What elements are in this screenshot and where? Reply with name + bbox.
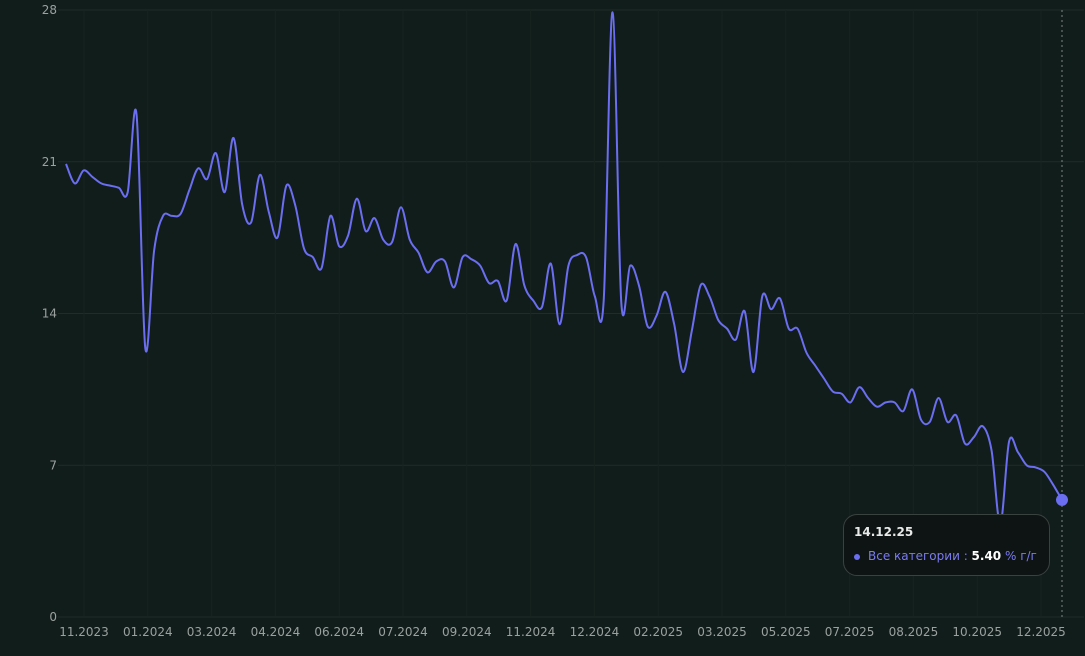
y-tick-label: 0 bbox=[49, 610, 57, 624]
x-tick-label: 03.2024 bbox=[187, 625, 237, 639]
tooltip-separator: : bbox=[959, 549, 972, 563]
tooltip: 14.12.25 Все категории : 5.40 % г/г bbox=[843, 514, 1050, 576]
y-tick-label: 7 bbox=[49, 458, 57, 472]
x-tick-label: 05.2025 bbox=[761, 625, 811, 639]
grid-lines bbox=[58, 9, 1084, 618]
x-tick-label: 01.2024 bbox=[123, 625, 173, 639]
x-tick-label: 08.2025 bbox=[889, 625, 939, 639]
x-tick-label: 11.2024 bbox=[506, 625, 556, 639]
x-axis: 11.2023 01.2024 03.2024 04.2024 06.2024 07.20… bbox=[59, 625, 1066, 639]
y-tick-label: 28 bbox=[42, 3, 57, 17]
x-tick-label: 02.2025 bbox=[633, 625, 683, 639]
hover-point[interactable] bbox=[1056, 493, 1068, 506]
x-tick-label: 09.2024 bbox=[442, 625, 492, 639]
x-tick-label: 04.2024 bbox=[251, 625, 301, 639]
y-tick-label: 14 bbox=[42, 307, 57, 321]
x-tick-label: 12.2024 bbox=[570, 625, 620, 639]
x-tick-label: 11.2023 bbox=[59, 625, 109, 639]
y-tick-label: 21 bbox=[42, 155, 57, 169]
x-tick-label: 06.2024 bbox=[314, 625, 364, 639]
x-tick-label: 03.2025 bbox=[697, 625, 747, 639]
tooltip-unit: % г/г bbox=[1004, 549, 1037, 563]
x-tick-label: 07.2025 bbox=[825, 625, 875, 639]
x-tick-label: 12.2025 bbox=[1016, 625, 1066, 639]
x-tick-label: 10.2025 bbox=[952, 625, 1002, 639]
tooltip-row: Все категории : 5.40 % г/г bbox=[854, 549, 1039, 563]
series-line bbox=[65, 11, 1063, 525]
tooltip-value: 5.40 bbox=[971, 549, 1002, 563]
y-axis: 0 7 14 21 28 bbox=[42, 3, 57, 624]
tooltip-date: 14.12.25 bbox=[854, 525, 914, 539]
tooltip-series-name: Все категории bbox=[868, 549, 960, 563]
x-tick-label: 07.2024 bbox=[378, 625, 428, 639]
series-dot-icon bbox=[854, 553, 860, 560]
